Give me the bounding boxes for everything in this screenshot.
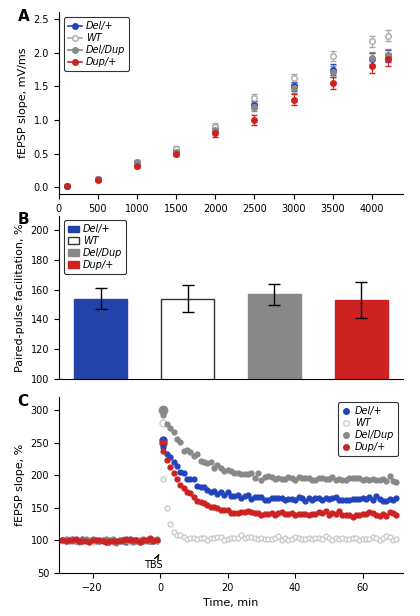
Text: C: C [18, 394, 29, 409]
X-axis label: Time, min: Time, min [203, 598, 259, 608]
Bar [335, 300, 388, 527]
Bar [248, 294, 301, 527]
Y-axis label: fEPSP slope, mV/ms: fEPSP slope, mV/ms [18, 48, 28, 158]
Legend: Del/+, WT, Del/Dup, Dup/+: Del/+, WT, Del/Dup, Dup/+ [64, 17, 129, 71]
Bar [161, 299, 214, 527]
Text: TBS: TBS [144, 554, 163, 570]
Legend: Del/+, WT, Del/Dup, Dup/+: Del/+, WT, Del/Dup, Dup/+ [64, 221, 126, 274]
Y-axis label: Paired-pulse facilitation, %: Paired-pulse facilitation, % [15, 223, 25, 371]
Bar [74, 299, 127, 527]
Text: A: A [18, 9, 29, 23]
Text: B: B [18, 213, 29, 227]
X-axis label: Stimulus strength, mV: Stimulus strength, mV [168, 219, 294, 229]
Y-axis label: fEPSP slope, %: fEPSP slope, % [15, 444, 25, 526]
Legend: Del/+, WT, Del/Dup, Dup/+: Del/+, WT, Del/Dup, Dup/+ [338, 402, 398, 456]
